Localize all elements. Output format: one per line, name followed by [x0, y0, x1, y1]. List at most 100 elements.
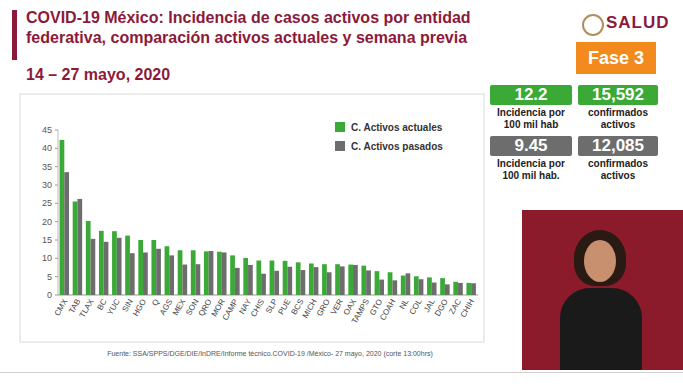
- bar: [270, 261, 275, 295]
- stat-value: 15,592: [578, 85, 658, 105]
- legend-label: C. Activos actuales: [351, 122, 443, 133]
- source-note: Fuente: SSA/SPPS/DGE/DIE/InDRE/Informe t…: [60, 350, 480, 357]
- legend-swatch: [335, 141, 345, 151]
- y-tick-label: 0: [47, 290, 52, 300]
- legend-label: C. Activos pasados: [351, 141, 443, 152]
- logo-emblem: [582, 14, 604, 36]
- y-tick-label: 10: [42, 253, 52, 263]
- stat-label: confirmados activos: [578, 158, 658, 182]
- bar: [235, 268, 240, 295]
- bar: [314, 267, 319, 295]
- stat-label: Incidencia por 100 mil hab.: [490, 158, 572, 182]
- subtitle: 14 – 27 mayo, 2020: [26, 66, 170, 84]
- legend-swatch: [335, 122, 345, 132]
- x-tick-label: YUC: [106, 297, 122, 316]
- bar: [432, 283, 437, 295]
- bar: [91, 239, 96, 295]
- bar: [301, 270, 306, 295]
- bar: [322, 264, 327, 295]
- bar: [287, 267, 292, 295]
- bar: [143, 252, 148, 295]
- footer-line: [0, 372, 683, 373]
- bar: [138, 240, 143, 295]
- interpreter-face: [584, 240, 616, 282]
- bar: [353, 265, 358, 295]
- bar: [296, 262, 301, 295]
- interpreter-window: [522, 210, 683, 370]
- bar: [327, 272, 332, 295]
- bar: [256, 261, 261, 295]
- bar: [440, 278, 445, 295]
- logo-text: SALUD: [606, 13, 670, 33]
- interpreter-body: [560, 288, 642, 370]
- bar: [73, 202, 78, 296]
- y-tick-label: 35: [42, 162, 52, 172]
- bar: [340, 266, 345, 295]
- x-tick-label: CAMP: [221, 298, 240, 323]
- y-axis: [58, 130, 59, 295]
- bar: [130, 253, 135, 295]
- bar: [401, 276, 406, 295]
- bar: [366, 270, 371, 295]
- stat-label: confirmados activos: [578, 107, 658, 131]
- bar: [392, 280, 397, 295]
- bar: [217, 252, 222, 295]
- bar: [419, 279, 424, 295]
- bar: [414, 276, 419, 295]
- y-tick-label: 20: [42, 217, 52, 227]
- bar: [261, 274, 266, 295]
- bar: [191, 250, 196, 295]
- title: COVID-19 México: Incidencia de casos act…: [26, 8, 496, 48]
- x-tick-label: TLAX: [78, 297, 96, 319]
- bar: [64, 172, 69, 295]
- x-tick-label: GRO: [315, 298, 332, 318]
- bar: [86, 221, 91, 295]
- bar: [375, 271, 380, 295]
- x-tick-label: PUE: [276, 298, 292, 317]
- x-tick-label: DGO: [433, 298, 450, 318]
- bar: [458, 283, 463, 295]
- bar: [466, 283, 471, 295]
- x-tick-label: HGO: [131, 298, 148, 318]
- y-tick-label: 30: [42, 180, 52, 190]
- chart: 051015202530354045CMXTABTLAXBCYUCSINHGOQ…: [0, 0, 683, 392]
- bar: [453, 282, 458, 295]
- bar: [248, 265, 253, 295]
- bar: [222, 252, 227, 295]
- phase-box: Fase 3: [576, 42, 656, 74]
- bar: [156, 249, 161, 295]
- bar: [151, 240, 156, 295]
- bar: [117, 238, 122, 295]
- chart-frame: [20, 94, 484, 342]
- bar: [169, 255, 174, 295]
- y-tick-label: 40: [42, 143, 52, 153]
- bar: [182, 265, 187, 295]
- x-tick-label: CHIS: [249, 298, 266, 319]
- stat-value: 12,085: [578, 136, 658, 156]
- bar: [361, 266, 366, 295]
- bar: [471, 283, 476, 295]
- bar: [196, 264, 201, 295]
- bar: [406, 273, 411, 295]
- y-tick-label: 5: [47, 272, 52, 282]
- bar: [243, 258, 248, 295]
- bar: [283, 261, 288, 295]
- x-tick-label: Q: [150, 298, 161, 308]
- bar: [427, 277, 432, 295]
- bar: [209, 251, 214, 295]
- bar: [104, 242, 109, 295]
- bar: [204, 251, 209, 295]
- x-tick-label: CHIH: [459, 297, 477, 319]
- y-tick-label: 15: [42, 235, 52, 245]
- y-tick-label: 45: [42, 125, 52, 135]
- bar: [309, 263, 314, 295]
- bar: [60, 140, 65, 295]
- bar: [379, 280, 384, 295]
- bar: [112, 231, 117, 295]
- y-tick-label: 25: [42, 198, 52, 208]
- bar: [348, 265, 353, 295]
- bar: [99, 231, 104, 295]
- x-tick-label: CMX: [53, 297, 70, 317]
- stat-value: 9.45: [490, 136, 572, 156]
- stat-value: 12.2: [490, 85, 572, 105]
